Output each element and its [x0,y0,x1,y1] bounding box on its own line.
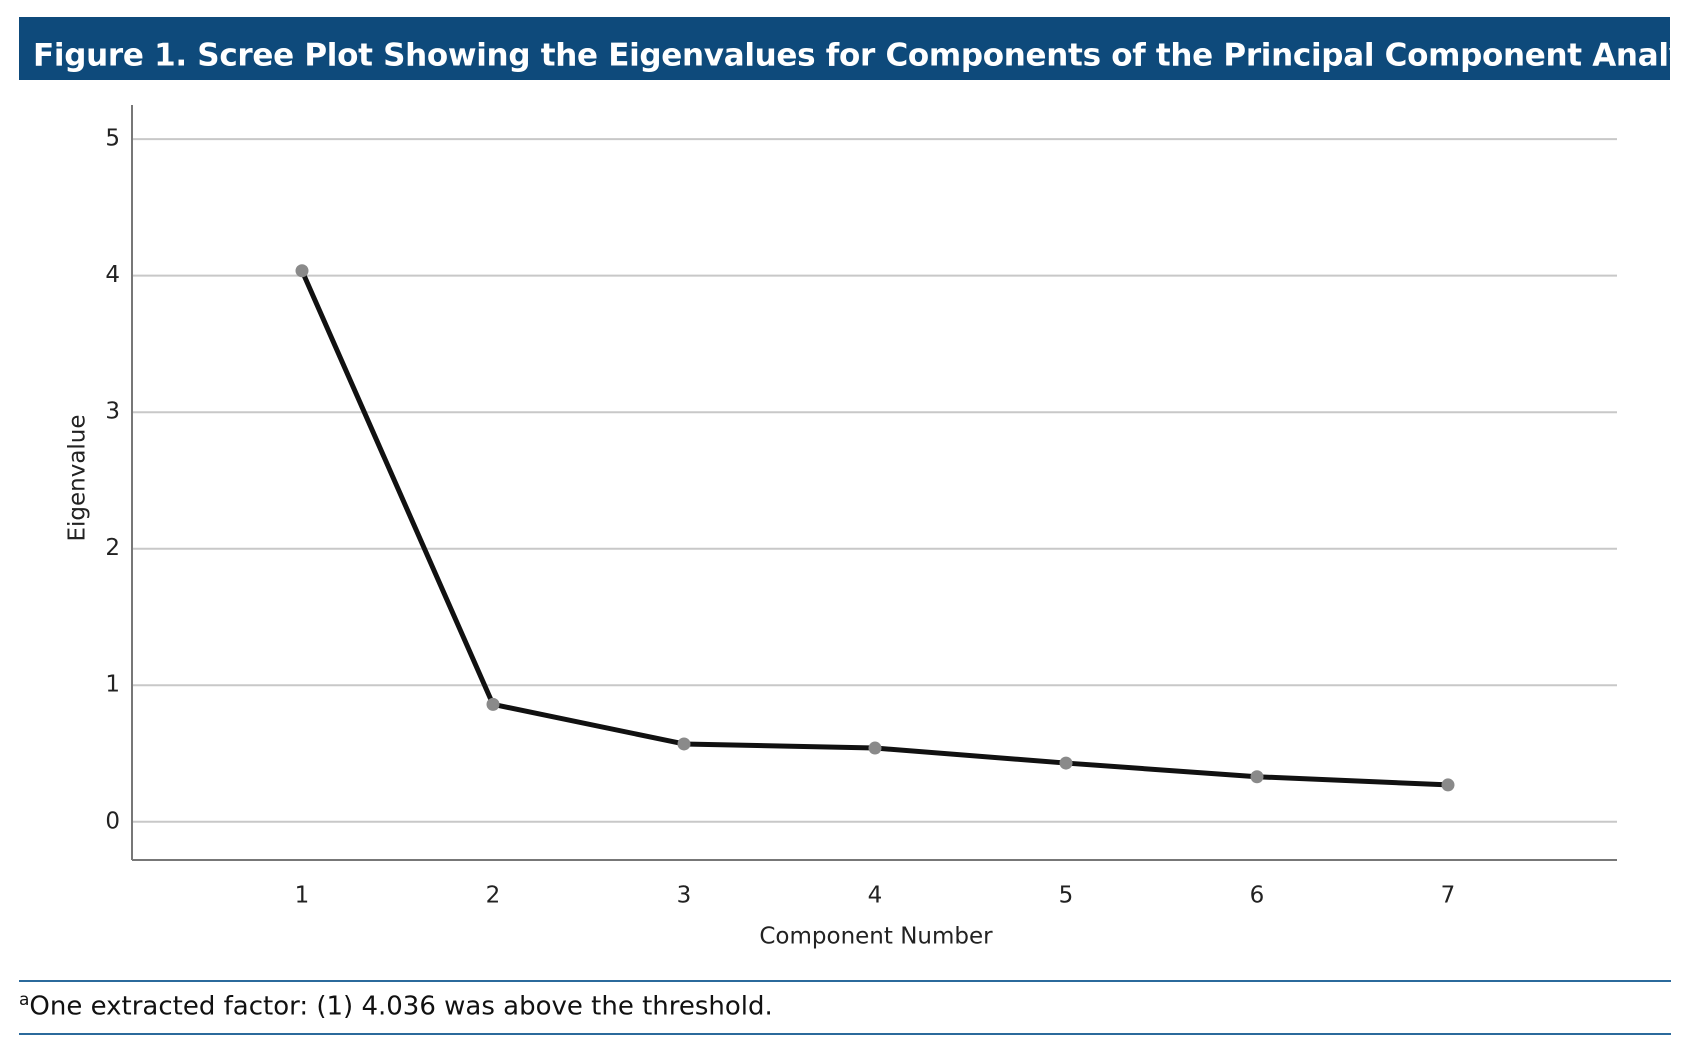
data-point [1059,756,1073,770]
footnote-rule-top [19,980,1671,982]
data-point [868,741,882,755]
data-point [1441,778,1455,792]
y-tick-label: 0 [105,808,120,834]
footnote-marker: a [19,990,30,1010]
y-tick-label: 3 [105,399,120,425]
data-point [486,697,500,711]
x-axis-label: Component Number [759,924,993,950]
y-tick-label: 1 [105,672,120,698]
x-tick-label: 1 [295,883,310,909]
footnote: aOne extracted factor: (1) 4.036 was abo… [19,990,773,1022]
chart-title: Figure 1. Scree Plot Showing the Eigenva… [33,37,1689,74]
footnote-text: One extracted factor: (1) 4.036 was abov… [29,991,773,1022]
y-tick-label: 5 [105,126,120,152]
x-tick-label: 5 [1059,883,1074,909]
x-tick-label: 6 [1250,883,1265,909]
data-point [677,737,691,751]
footnote-rule-bottom [19,1033,1671,1035]
data-point [295,264,309,278]
y-axis-label: Eigenvalue [65,414,91,541]
data-point [1250,770,1264,784]
data-line [299,269,1449,788]
x-tick-label: 2 [486,883,501,909]
x-tick-label: 3 [677,883,692,909]
x-tick-label: 7 [1441,883,1456,909]
y-tick-label: 2 [105,535,120,561]
x-tick-label: 4 [868,883,883,909]
title-bar: Figure 1. Scree Plot Showing the Eigenva… [19,17,1689,80]
y-tick-label: 4 [105,262,120,288]
chart: Component Number Eigenvalue 0 1 2 3 4 5 1 2 3 4 5 6… [65,105,1617,950]
